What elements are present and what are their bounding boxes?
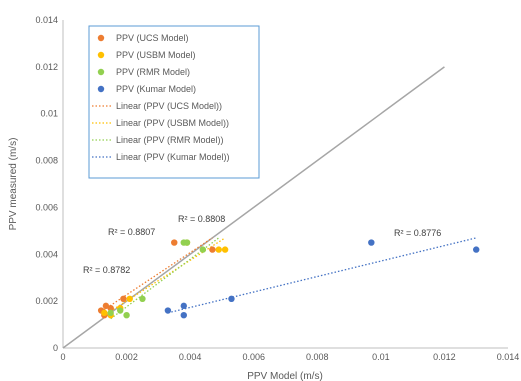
- legend-trendline-label: Linear (PPV (UCS Model)): [116, 101, 222, 111]
- data-point-series-3: [473, 246, 480, 253]
- data-point-series-0: [107, 304, 114, 312]
- data-point-series-1: [126, 295, 133, 302]
- r-squared-label: R² = 0.8776: [394, 228, 441, 238]
- legend-box: [88, 25, 260, 179]
- legend-trendline-label: Linear (PPV (Kumar Model)): [116, 152, 230, 162]
- data-point-series-3: [164, 307, 172, 314]
- legend-marker: [97, 51, 105, 59]
- legend-marker: [97, 34, 105, 42]
- data-point-series-3: [180, 302, 187, 310]
- x-tick-label: 0.01: [372, 352, 390, 362]
- x-tick-labels: 0 0.002 0.004 0.006 0.008 0.01 0.012 0.014: [60, 352, 519, 362]
- y-tick-label: 0: [53, 343, 58, 353]
- x-tick-label: 0: [60, 352, 65, 362]
- legend-label: PPV (UCS Model): [116, 33, 189, 43]
- legend-marker: [97, 68, 105, 76]
- y-tick-label: 0.012: [35, 62, 58, 72]
- data-point-series-0: [120, 295, 127, 302]
- data-point-series-3: [228, 295, 235, 302]
- y-axis-title: PPV measured (m/s): [8, 138, 19, 231]
- data-points: [97, 239, 480, 319]
- x-tick-label: 0.006: [242, 352, 265, 362]
- y-tick-label: 0.004: [35, 249, 58, 259]
- x-tick-label: 0.012: [433, 352, 456, 362]
- data-point-series-2: [123, 312, 130, 319]
- y-tick-labels: 0 0.002 0.004 0.006 0.008 0.01 0.012 0.014: [35, 15, 58, 353]
- legend-trendline-label: Linear (PPV (RMR Model)): [116, 135, 224, 145]
- data-point-series-0: [171, 239, 178, 246]
- x-tick-label: 0.004: [179, 352, 202, 362]
- data-point-series-1: [215, 246, 222, 253]
- reference-line: [62, 66, 445, 349]
- trendline-0: [100, 237, 213, 313]
- data-point-series-2: [139, 295, 146, 302]
- data-point-series-2: [199, 246, 207, 253]
- data-point-series-3: [180, 312, 187, 319]
- legend-label: PPV (USBM Model): [116, 50, 196, 60]
- y-tick-label: 0.01: [40, 109, 58, 119]
- data-point-series-1: [221, 246, 229, 253]
- data-point-series-1: [101, 309, 108, 317]
- x-tick-label: 0.014: [497, 352, 520, 362]
- x-tick-label: 0.008: [306, 352, 329, 362]
- data-point-series-2: [107, 309, 114, 317]
- y-tick-label: 0.014: [35, 15, 58, 25]
- data-point-series-0: [102, 302, 110, 310]
- reference-line-group: [62, 66, 445, 349]
- x-axis-title: PPV Model (m/s): [247, 371, 323, 381]
- r-squared-labels: R² = 0.8807 R² = 0.8808 R² = 0.8782 R² = 0.…: [83, 214, 441, 275]
- data-point-series-0: [209, 246, 216, 253]
- y-tick-label: 0.002: [35, 296, 58, 306]
- data-point-series-2: [183, 239, 191, 246]
- x-tick-label: 0.002: [115, 352, 138, 362]
- legend: PPV (UCS Model) PPV (USBM Model) PPV (RMR …: [88, 25, 260, 179]
- data-point-series-2: [117, 307, 124, 314]
- legend-marker: [97, 85, 105, 93]
- r-squared-label: R² = 0.8807: [108, 227, 155, 237]
- legend-label: PPV (RMR Model): [116, 67, 190, 77]
- legend-label: PPV (Kumar Model): [116, 84, 196, 94]
- data-point-series-3: [368, 239, 375, 246]
- y-tick-label: 0.006: [35, 202, 58, 212]
- legend-trendline-label: Linear (PPV (USBM Model)): [116, 118, 229, 128]
- axes: [62, 20, 508, 349]
- r-squared-label: R² = 0.8782: [83, 265, 130, 275]
- r-squared-label: R² = 0.8808: [178, 214, 225, 224]
- y-tick-label: 0.008: [35, 156, 58, 166]
- trendline-3: [167, 237, 477, 314]
